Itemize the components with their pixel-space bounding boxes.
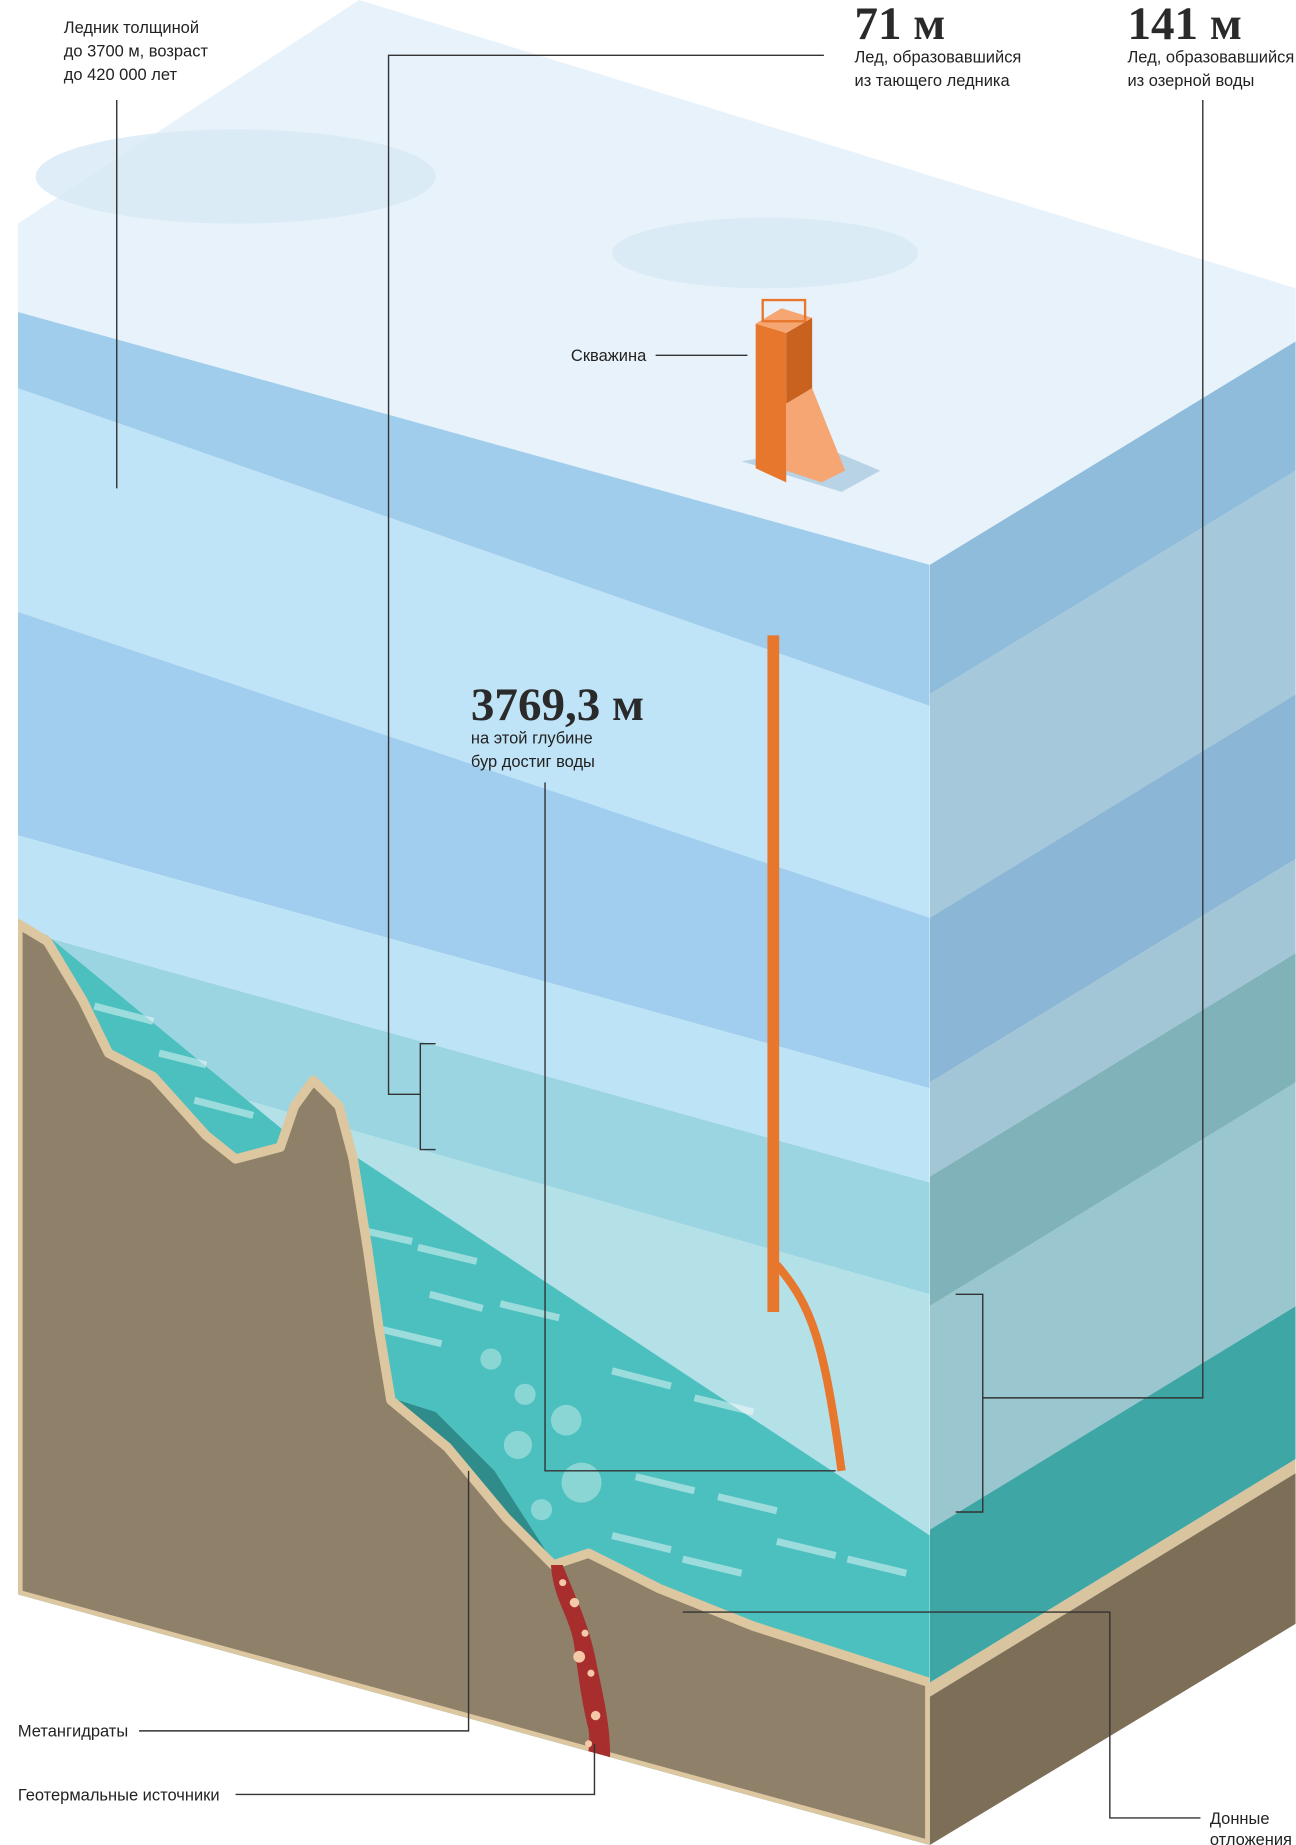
- ice-band: [17, 929, 930, 1295]
- ice-band: [929, 953, 1296, 1307]
- label: бур достиг воды: [471, 753, 595, 771]
- label: Геотермальные источники: [18, 1786, 220, 1804]
- label: Метангидраты: [18, 1723, 128, 1741]
- ice-band: [17, 388, 930, 918]
- ice-band: [929, 1082, 1296, 1530]
- water: [929, 1306, 1296, 1683]
- value: 141 м: [1127, 0, 1241, 50]
- ice-band: [17, 835, 930, 1183]
- label: Донные: [1210, 1810, 1270, 1828]
- ice-band: [929, 341, 1296, 695]
- label: Скважина: [571, 347, 647, 365]
- label: отложения: [1210, 1831, 1292, 1845]
- label: Лед, образовавшийся: [855, 48, 1022, 66]
- leader-lines: [116, 54, 1204, 1819]
- vent-bubbles: [559, 1579, 601, 1748]
- borehole-branch: [773, 1262, 846, 1472]
- ice-band: [17, 611, 930, 1089]
- front-face: [17, 311, 930, 1845]
- ice-band: [929, 858, 1296, 1177]
- ground: [17, 918, 930, 1845]
- cloud: [612, 217, 919, 289]
- ice-band: [929, 470, 1296, 918]
- label: до 3700 м, возраст: [64, 42, 209, 60]
- label: на этой глубине: [471, 730, 593, 748]
- label: Лед, образовавшийся: [1127, 48, 1294, 66]
- label: из тающего ледника: [855, 72, 1011, 90]
- value: 71 м: [855, 0, 946, 50]
- ice-band: [17, 311, 930, 706]
- label: до 420 000 лет: [64, 66, 178, 84]
- label: из озерной воды: [1127, 72, 1254, 90]
- label: Ледник толщиной: [64, 19, 199, 37]
- ice-band: [929, 694, 1296, 1083]
- value: 3769,3 м: [471, 679, 644, 731]
- tower: [755, 298, 846, 483]
- side-face: [929, 341, 1296, 1845]
- bubbles: [480, 1348, 602, 1521]
- sediment: [929, 1459, 1296, 1697]
- cloud: [35, 129, 436, 224]
